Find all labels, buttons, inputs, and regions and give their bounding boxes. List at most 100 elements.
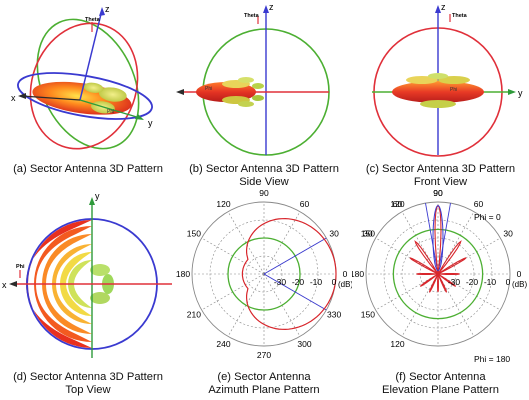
panel-d-top-view: y x Phi xyxy=(0,188,176,366)
z-label: z xyxy=(105,4,110,14)
caption-a: (a) Sector Antenna 3D Pattern xyxy=(0,163,176,176)
side-lobe xyxy=(428,273,439,293)
grid-spoke xyxy=(437,273,475,337)
pattern-body xyxy=(32,81,132,115)
angle-label: 0 xyxy=(343,269,348,279)
z-label: z xyxy=(441,2,446,12)
angle-label-left: 120 xyxy=(390,339,404,349)
ring-label: -10 xyxy=(310,277,323,287)
caption-b: (b) Sector Antenna 3D Pattern Side View xyxy=(176,163,352,189)
angle-label: 330 xyxy=(327,310,341,320)
panel-c-figure: z Theta y Phi xyxy=(372,2,523,157)
y-label: y xyxy=(518,88,523,98)
z-label: z xyxy=(269,2,274,12)
angle-label-right: 90 xyxy=(433,188,443,198)
x-label: x xyxy=(2,280,7,290)
ring-label: -20 xyxy=(292,277,305,287)
angle-label: 30 xyxy=(329,229,339,239)
beamwidth-line xyxy=(263,237,327,275)
angle-label-right: 0 xyxy=(517,269,522,279)
side-lobe xyxy=(416,272,439,276)
pattern-body xyxy=(196,77,264,107)
angle-label-right: 60 xyxy=(474,199,484,209)
panel-b-side-view: z Theta x Phi xyxy=(170,0,352,160)
angle-label: 150 xyxy=(187,229,201,239)
caption-c: (c) Sector Antenna 3D Pattern Front View xyxy=(352,163,529,189)
side-lobe xyxy=(419,273,439,287)
grid-ring xyxy=(365,201,511,347)
caption-e-line-2: Azimuth Plane Pattern xyxy=(208,384,320,396)
caption-c-line-1: (c) Sector Antenna 3D Pattern xyxy=(365,163,516,175)
angle-label-left: 120 xyxy=(390,199,404,209)
angle-label-right: 30 xyxy=(363,229,373,239)
pattern-body xyxy=(392,73,484,108)
angle-label-left: 150 xyxy=(361,310,375,320)
unit-label: (dB) xyxy=(512,280,527,289)
angle-label: 90 xyxy=(259,188,269,198)
caption-e: (e) Sector Antenna Azimuth Plane Pattern xyxy=(176,371,352,397)
theta-label: Theta xyxy=(452,13,468,19)
angle-label: 180 xyxy=(176,269,190,279)
grid-spoke xyxy=(401,273,439,337)
y-axis xyxy=(79,99,141,119)
side-lobe xyxy=(437,273,439,293)
angle-label-right: 30 xyxy=(503,229,513,239)
panel-a-figure: z Theta x y Phi xyxy=(11,4,153,150)
beamwidth-line xyxy=(425,203,439,275)
azimuth-pattern-curve xyxy=(241,217,337,331)
angle-label-right: 60 xyxy=(393,199,403,209)
ring-minus-20-highlight xyxy=(227,237,301,311)
x-label: x xyxy=(11,93,16,103)
side-lobe xyxy=(437,257,467,275)
side-lobe xyxy=(409,257,439,275)
panel-f-elevation-plot: 0 30 60 90 60 30 120 150 180 150 120 90 -30 -20 -10 0 (d… xyxy=(350,188,529,366)
side-lobe xyxy=(437,240,462,275)
phi-label: Phi xyxy=(450,87,457,93)
side-lobe xyxy=(437,273,448,293)
caption-f-line-2: Elevation Plane Pattern xyxy=(382,384,499,396)
side-lobe xyxy=(414,240,439,275)
side-lobe xyxy=(437,272,460,276)
beamwidth-line xyxy=(263,273,327,311)
unit-label: (dB) xyxy=(338,280,352,289)
ring-label: -30 xyxy=(448,277,461,287)
x-axis xyxy=(21,95,81,101)
ring-label: 0 xyxy=(332,277,337,287)
ring-blue xyxy=(17,72,153,120)
caption-c-line-2: Front View xyxy=(413,176,468,188)
side-lobe xyxy=(437,273,457,287)
caption-e-line-1: (e) Sector Antenna xyxy=(217,371,311,383)
theta-label: Theta xyxy=(85,17,101,23)
ring-label: -10 xyxy=(484,277,497,287)
grid-spoke xyxy=(437,237,501,275)
panel-d-figure: y x Phi xyxy=(2,191,172,358)
y-label: y xyxy=(95,191,100,201)
ring-red xyxy=(29,22,139,150)
main-lobe-envelope xyxy=(432,205,444,271)
panel-b-figure: z Theta x Phi xyxy=(170,2,330,156)
pattern-body xyxy=(26,220,114,348)
y-label: y xyxy=(148,118,153,128)
caption-b-line-2: Side View xyxy=(239,176,289,188)
angle-label: 240 xyxy=(216,339,230,349)
angle-label: 120 xyxy=(216,199,230,209)
phi-bottom-label: Phi = 180 xyxy=(474,354,510,364)
angle-label-left: 180 xyxy=(352,269,364,279)
angle-label: 60 xyxy=(300,199,310,209)
caption-f: (f) Sector Antenna Elevation Plane Patte… xyxy=(352,371,529,397)
caption-d-line-2: Top View xyxy=(65,384,111,396)
angle-label-left: 90 xyxy=(433,188,443,198)
ring-label: -30 xyxy=(274,277,287,287)
caption-a-line-1: (a) Sector Antenna 3D Pattern xyxy=(13,163,163,175)
angle-label: 300 xyxy=(297,339,311,349)
grid-spoke xyxy=(375,237,439,275)
phi-label: Phi xyxy=(205,86,212,92)
ring-highlight xyxy=(392,228,484,320)
theta-label: Theta xyxy=(244,13,260,19)
angle-label: 210 xyxy=(187,310,201,320)
azimuth-polar-plot: 0 30 60 90 120 150 180 210 240 270 300 330 -30 -20 -10… xyxy=(176,188,354,360)
z-axis xyxy=(79,9,103,101)
angle-label-left: 150 xyxy=(361,229,375,239)
caption-d-line-1: (d) Sector Antenna 3D Pattern xyxy=(13,371,163,383)
